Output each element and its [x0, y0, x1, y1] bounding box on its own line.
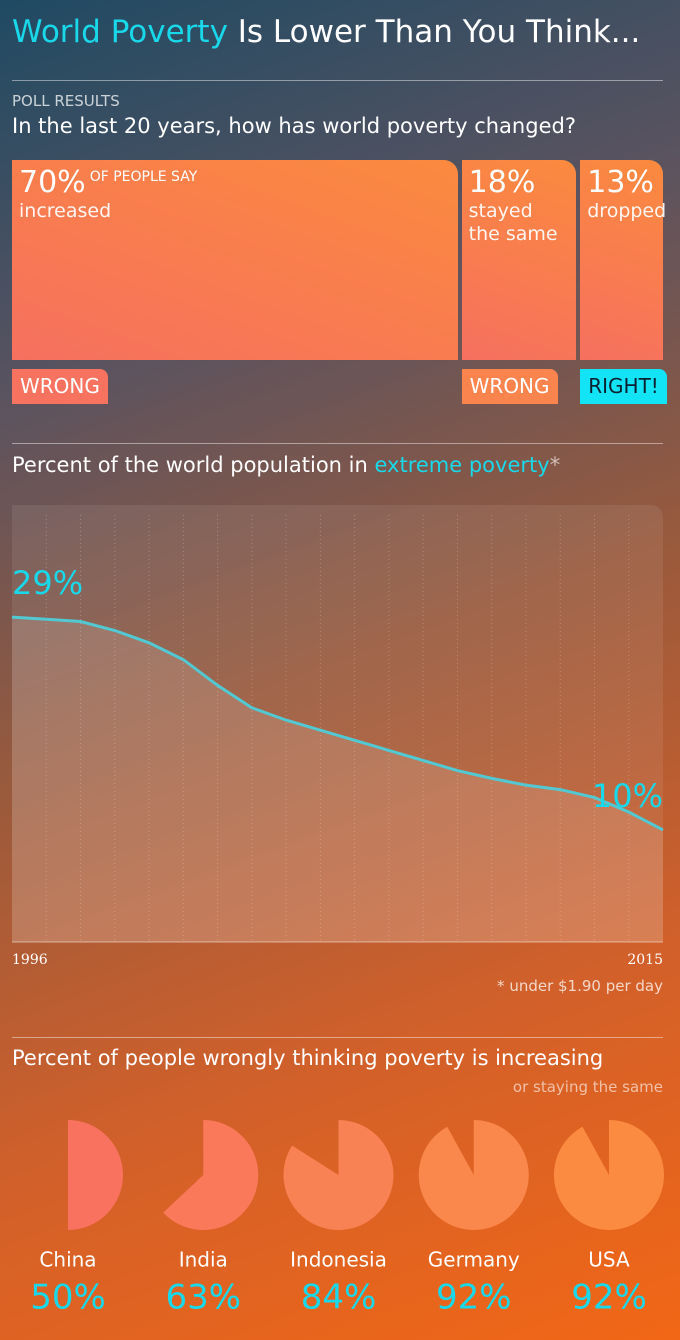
pie-value-label: 92% [571, 1278, 647, 1318]
poll-category: increased [19, 200, 112, 222]
poll-value-row: 70% OF PEOPLE SAY [19, 166, 451, 200]
pie-value-label: 63% [165, 1278, 241, 1318]
pie-value-label: 84% [301, 1278, 377, 1318]
poll-value-row: 13% [587, 166, 656, 200]
poll-category: dropped [587, 200, 667, 222]
line [11, 615, 664, 832]
poll-note: OF PEOPLE SAY [89, 169, 198, 185]
line-title: Percent of the world population in extre… [12, 453, 560, 477]
pie-wedge [418, 1120, 529, 1230]
x-tick-label: 1996 [12, 952, 48, 968]
pie-category: China [39, 1248, 96, 1272]
verdict-tag: WRONG [12, 369, 108, 404]
title-rest: Is Lower Than You Think... [237, 14, 641, 50]
pie-wedge [553, 1120, 664, 1230]
verdict-tag: RIGHT! [580, 369, 667, 404]
poll-kicker: POLL RESULTS [12, 92, 120, 110]
pie-category: USA [588, 1248, 630, 1272]
pie-value-label: 92% [436, 1278, 512, 1318]
value-label: 10% [592, 777, 663, 815]
pie-category: Germany [428, 1248, 520, 1272]
poll-box: 18% stayed the same [461, 160, 577, 360]
verdict-tag: WRONG [461, 369, 558, 404]
poll-box: 70% OF PEOPLE SAY increased [12, 160, 458, 360]
separator [12, 443, 663, 444]
line-title-asterisk: * [549, 453, 561, 477]
value-label: 29% [12, 564, 83, 602]
separator [12, 80, 663, 81]
pie-wedge [68, 1120, 123, 1230]
poll-category: stayed the same [468, 200, 558, 245]
line-title-text: Percent of the world population in [12, 453, 375, 477]
poll-question: In the last 20 years, how has world pove… [12, 114, 576, 138]
pie-wedge [163, 1120, 259, 1230]
pie-category: India [179, 1248, 228, 1272]
pie-wedge [283, 1120, 394, 1230]
poll-value-label: 13% [587, 165, 654, 200]
pie-title: Percent of people wrongly thinking pover… [12, 1046, 604, 1070]
page-title: World Poverty Is Lower Than You Think... [12, 14, 640, 50]
poll-value-row: 18% [469, 166, 570, 200]
title-highlight: World Poverty [12, 14, 228, 50]
pie-value-label: 50% [30, 1278, 106, 1318]
footnote: * under $1.90 per day [497, 977, 663, 995]
poll-box: 13% dropped [580, 160, 667, 360]
pie-category: Indonesia [290, 1248, 387, 1272]
poll-value-label: 70% [19, 165, 86, 200]
plot-background [12, 505, 663, 942]
area [12, 617, 663, 942]
poll-value-label: 18% [468, 165, 536, 200]
x-tick-label: 2015 [627, 952, 663, 968]
pie-subtitle: or staying the same [512, 1078, 663, 1096]
separator [12, 1037, 663, 1038]
line-title-highlight: extreme poverty [374, 453, 550, 477]
